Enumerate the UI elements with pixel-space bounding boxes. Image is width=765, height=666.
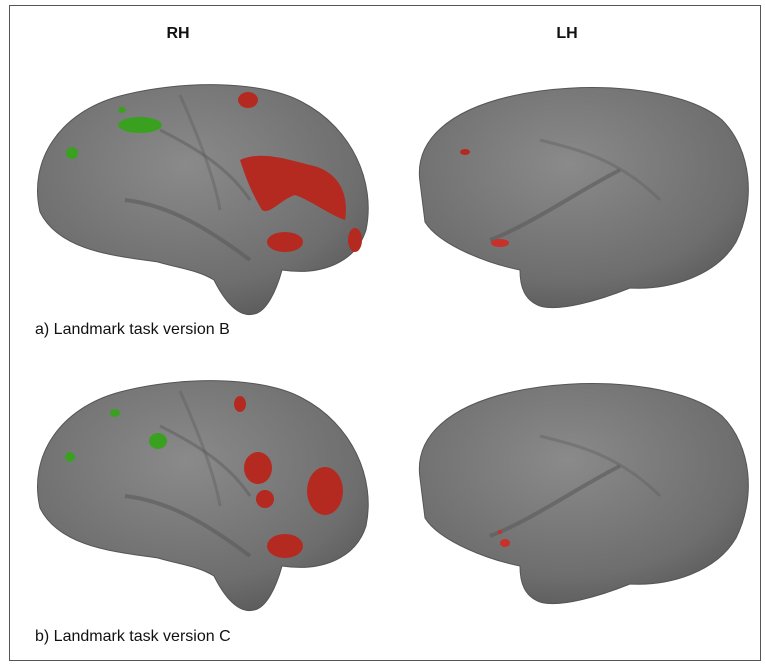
frame <box>9 5 761 661</box>
panel-caption: b) Landmark task version C <box>35 628 231 645</box>
brain-lh <box>417 381 751 606</box>
panel-caption: a) Landmark task version B <box>35 321 230 338</box>
column-header: LH <box>556 25 577 42</box>
brain-lh <box>417 85 751 310</box>
brain-rh <box>35 82 371 317</box>
brain-rh <box>35 378 371 613</box>
column-header: RH <box>166 25 189 42</box>
